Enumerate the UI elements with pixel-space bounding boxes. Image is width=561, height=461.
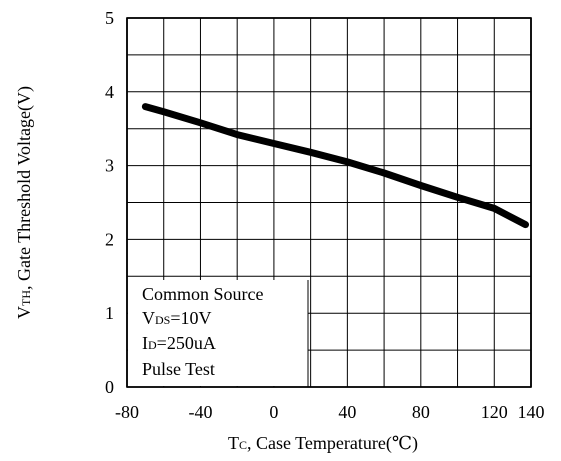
x-tick-label: 120: [481, 402, 508, 422]
annotation-line-1-sub: DS: [155, 313, 170, 327]
x-axis-label-sub: C: [239, 438, 247, 452]
annotation-background: [128, 280, 308, 386]
y-tick-label: 5: [105, 8, 114, 28]
x-axis-label: TC, Case Temperature(℃): [228, 433, 418, 454]
tick-labels: -80 -40 0 40 80 120 140 0 1 2 3 4 5: [105, 8, 545, 422]
y-axis-label-group: VTH, Gate Threshold Voltage(V): [14, 86, 35, 319]
x-tick-label: 140: [518, 402, 545, 422]
annotation-line-0-main: Common Source: [142, 284, 264, 304]
grid: [126, 17, 532, 388]
y-tick-label: 4: [105, 82, 114, 102]
series-line-0: [141, 103, 529, 229]
annotation-line-2-main: I: [142, 333, 148, 353]
annotation-line-1: VDS=10V: [142, 308, 212, 328]
x-tick-label: -40: [188, 402, 212, 422]
annotation-box: Common Source VDS=10V ID=250uA Pulse Test: [128, 280, 309, 387]
y-tick-label: 1: [105, 303, 114, 323]
y-tick-label: 2: [105, 229, 114, 249]
annotation-line-3: Pulse Test: [142, 359, 215, 379]
x-tick-label: 80: [412, 402, 430, 422]
y-axis-label-main: V: [14, 306, 34, 319]
annotation-line-2: ID=250uA: [142, 333, 216, 353]
y-tick-label: 0: [105, 377, 114, 397]
x-axis-label-main: T: [228, 433, 239, 453]
axis-labels: TC, Case Temperature(℃)VTH, Gate Thresho…: [14, 86, 418, 454]
y-axis-label: VTH, Gate Threshold Voltage(V): [14, 86, 35, 319]
annotation-line-2-sub: D: [148, 338, 157, 352]
annotation-line-1-main: V: [142, 308, 155, 328]
series-layer: [141, 103, 529, 229]
x-tick-label: 40: [338, 402, 356, 422]
y-axis-label-rest: , Gate Threshold Voltage(V): [14, 86, 35, 290]
annotation-line-1-rest: =10V: [170, 308, 211, 328]
x-tick-label: -80: [115, 402, 139, 422]
y-tick-label: 3: [105, 156, 114, 176]
annotation-line-2-rest: =250uA: [157, 333, 216, 353]
plot-frame: [126, 17, 532, 388]
annotation-line-0: Common Source: [142, 284, 264, 304]
x-tick-label: 0: [269, 402, 278, 422]
x-axis-label-rest: , Case Temperature(℃): [247, 433, 418, 454]
annotation-line-3-main: Pulse Test: [142, 359, 215, 379]
y-axis-label-sub: TH: [19, 290, 33, 306]
